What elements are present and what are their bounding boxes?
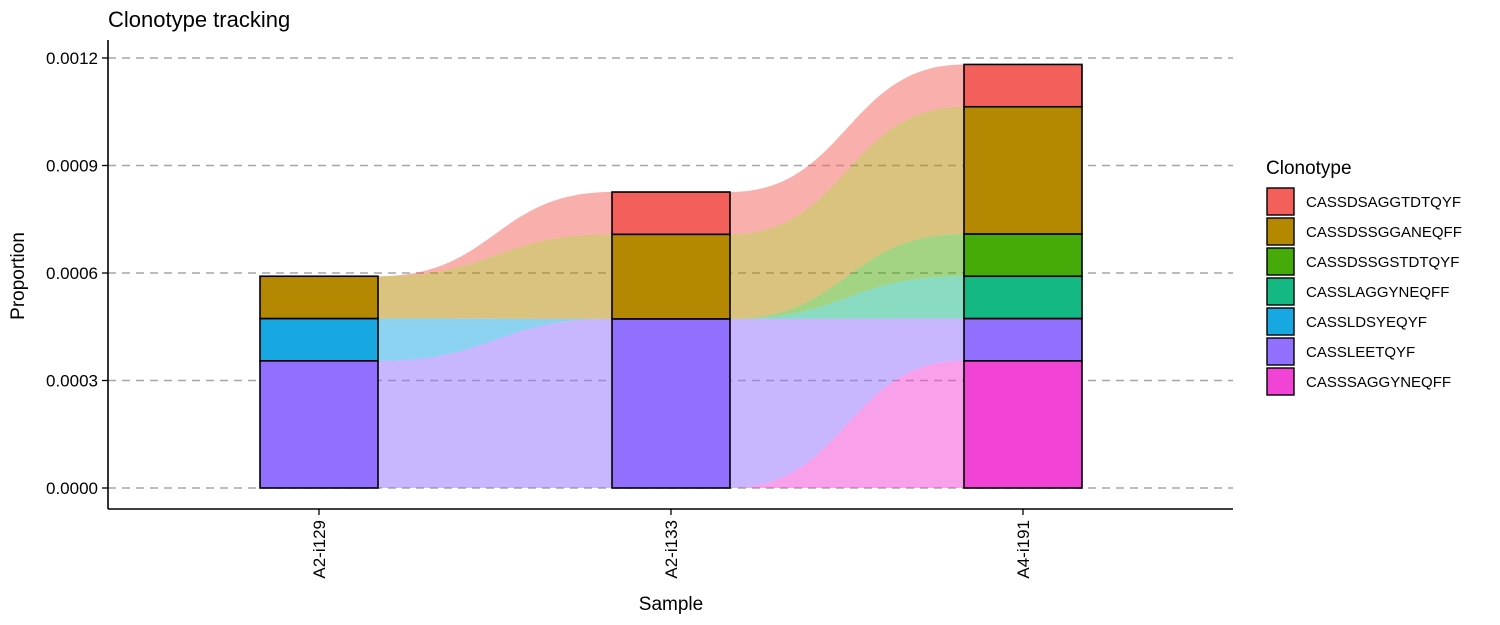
bar-segment-cassleetqyf bbox=[259, 359, 379, 489]
bar-segment-cassleetqyf bbox=[963, 317, 1083, 362]
legend-label: CASSSAGGYNEQFF bbox=[1306, 374, 1451, 391]
x-tick-label: A2-i129 bbox=[310, 520, 329, 579]
y-tick-label: 0.0003 bbox=[46, 372, 98, 391]
x-axis-title: Sample bbox=[639, 594, 703, 615]
chart-title: Clonotype tracking bbox=[108, 7, 290, 32]
legend-label: CASSLDSYEQYF bbox=[1306, 314, 1427, 331]
flow-casssaggyneqff bbox=[730, 360, 964, 488]
legend-key-cassdsaggtdtqyf bbox=[1266, 187, 1295, 216]
flow-cassdsaggtdtqyf bbox=[378, 192, 612, 277]
bar-segment-casslaggyneqff bbox=[963, 275, 1083, 320]
legend-label: CASSDSSGGANEQFF bbox=[1306, 224, 1462, 241]
stacked-bars bbox=[259, 63, 1083, 489]
legend-key-cassldsyeqyf bbox=[1266, 307, 1295, 336]
bar-segment-cassleetqyf bbox=[611, 318, 731, 489]
y-tick-label: 0.0006 bbox=[46, 264, 98, 283]
bar-segment-cassdsaggtdtqyf bbox=[963, 63, 1083, 108]
y-tick-label: 0.0000 bbox=[46, 479, 98, 498]
flow-cassdssgganeqff bbox=[730, 106, 964, 319]
y-tick-label: 0.0009 bbox=[46, 157, 98, 176]
legend-label: CASSDSSGSTDTQYF bbox=[1306, 254, 1459, 271]
flow-cassdssgganeqff bbox=[378, 234, 612, 319]
legend-label: CASSLEETQYF bbox=[1306, 344, 1415, 361]
legend-title: Clonotype bbox=[1266, 158, 1352, 179]
bar-segment-cassdssgganeqff bbox=[611, 233, 731, 320]
legend-key-cassdssgstdtqyf bbox=[1266, 247, 1295, 276]
flow-cassleetqyf bbox=[730, 318, 964, 488]
bar-segment-cassdssgganeqff bbox=[963, 105, 1083, 235]
flow-cassleetqyf bbox=[378, 318, 612, 488]
x-tick-label: A4-i191 bbox=[1014, 520, 1033, 579]
legend-key-casslaggyneqff bbox=[1266, 277, 1295, 306]
bar-segment-casssaggyneqff bbox=[963, 359, 1083, 489]
legend-label: CASSLAGGYNEQFF bbox=[1306, 284, 1449, 301]
flow-cassdsaggtdtqyf bbox=[730, 64, 964, 235]
legend-label: CASSDSAGGTDTQYF bbox=[1306, 194, 1461, 211]
y-axis-title: Proportion bbox=[8, 232, 29, 320]
y-tick-label: 0.0012 bbox=[46, 49, 98, 68]
legend-key-cassleetqyf bbox=[1266, 337, 1295, 366]
legend: Clonotype CASSDSAGGTDTQYF CASSDSSGGANEQFF… bbox=[1266, 158, 1462, 396]
alluvial-flows bbox=[378, 64, 964, 488]
bar-segment-cassdsaggtdtqyf bbox=[611, 191, 731, 236]
legend-key-cassdssgganeqff bbox=[1266, 217, 1295, 246]
bar-segment-cassldsyeqyf bbox=[259, 317, 379, 362]
bar-segment-cassdssgstdtqyf bbox=[963, 233, 1083, 278]
axes: 0.0000 0.0003 0.0006 0.0009 0.0012 A2-i129 A2-… bbox=[46, 40, 1233, 579]
legend-key-casssaggyneqff bbox=[1266, 367, 1295, 396]
x-tick-label: A2-i133 bbox=[662, 520, 681, 579]
flow-cassldsyeqyf bbox=[378, 318, 612, 361]
bar-segment-cassdssgganeqff bbox=[259, 275, 379, 320]
flow-cassdssgstdtqyf bbox=[730, 233, 964, 319]
